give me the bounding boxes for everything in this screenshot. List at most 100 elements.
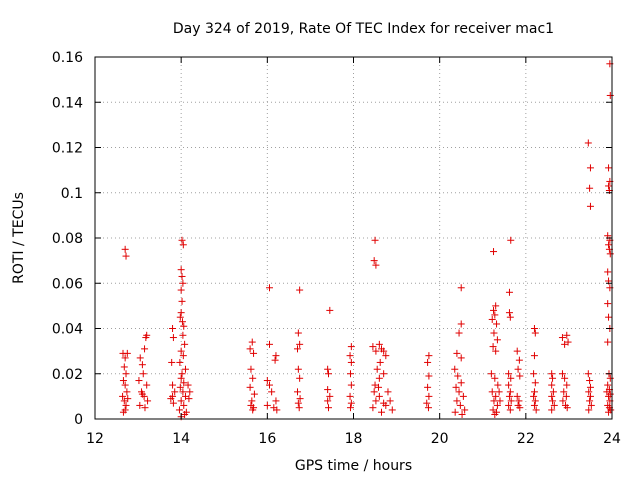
data-point: [325, 404, 333, 412]
data-point: [177, 286, 185, 294]
data-point: [136, 354, 144, 362]
chart-title: Day 324 of 2019, Rate Of TEC Index for r…: [173, 21, 554, 37]
data-point: [453, 397, 461, 405]
data-point: [265, 340, 273, 348]
data-point: [380, 370, 388, 378]
data-point: [144, 397, 152, 405]
data-point: [346, 352, 354, 360]
data-point: [177, 266, 185, 274]
data-point: [424, 404, 432, 412]
data-point: [372, 397, 380, 405]
data-point: [123, 349, 131, 357]
data-point: [513, 347, 521, 355]
data-point: [549, 388, 557, 396]
data-point: [424, 383, 432, 391]
data-point: [604, 268, 612, 276]
data-point: [248, 397, 256, 405]
data-point: [369, 404, 377, 412]
data-point: [424, 358, 432, 366]
data-point: [490, 248, 498, 256]
data-point: [586, 377, 594, 385]
data-point: [186, 388, 194, 396]
data-point: [455, 388, 463, 396]
x-tick-label: 18: [345, 431, 363, 447]
data-point: [273, 406, 281, 414]
data-point: [605, 313, 613, 321]
data-point: [513, 392, 521, 400]
data-point: [176, 358, 184, 366]
data-point: [181, 340, 189, 348]
data-point: [586, 383, 594, 391]
data-point: [516, 372, 524, 380]
data-point: [454, 372, 462, 380]
data-point: [505, 401, 513, 409]
x-tick-label: 16: [258, 431, 276, 447]
y-tick-label: 0.06: [52, 276, 83, 292]
data-point: [505, 309, 513, 317]
data-point: [604, 300, 612, 308]
data-point: [606, 250, 614, 258]
data-point: [531, 397, 539, 405]
data-point: [382, 352, 390, 360]
y-tick-label: 0.04: [52, 322, 83, 338]
data-point: [605, 164, 613, 172]
data-point: [372, 261, 380, 269]
data-point: [168, 358, 176, 366]
data-point: [515, 356, 523, 364]
data-point: [169, 381, 177, 389]
data-point: [492, 302, 500, 310]
data-point: [135, 377, 143, 385]
data-point: [558, 334, 566, 342]
data-point: [184, 381, 192, 389]
data-point: [263, 377, 271, 385]
data-point: [459, 392, 467, 400]
data-point: [138, 390, 146, 398]
data-point: [250, 390, 258, 398]
data-point: [561, 374, 569, 382]
data-point: [347, 399, 355, 407]
data-point: [490, 329, 498, 337]
data-point: [532, 406, 540, 414]
data-point: [425, 372, 433, 380]
data-point: [516, 404, 524, 412]
data-point: [457, 320, 465, 328]
data-point: [586, 184, 594, 192]
data-point: [560, 388, 568, 396]
x-tick-label: 14: [172, 431, 190, 447]
data-point: [121, 354, 129, 362]
data-point: [370, 388, 378, 396]
y-tick-label: 0.14: [52, 95, 83, 111]
data-point: [347, 358, 355, 366]
data-point: [176, 313, 184, 321]
data-point: [346, 392, 354, 400]
data-point: [492, 392, 500, 400]
data-point: [293, 345, 301, 353]
data-point: [378, 408, 386, 416]
data-point: [169, 399, 177, 407]
data-point: [514, 365, 522, 373]
data-point: [605, 392, 613, 400]
data-point: [496, 397, 504, 405]
data-point: [136, 401, 144, 409]
data-point: [507, 397, 515, 405]
data-point: [249, 374, 257, 382]
data-point: [425, 392, 433, 400]
data-point: [488, 315, 496, 323]
data-point: [371, 236, 379, 244]
data-point: [604, 338, 612, 346]
data-point: [491, 311, 499, 319]
data-point: [605, 408, 613, 416]
data-point: [176, 383, 184, 391]
data-point: [451, 365, 459, 373]
data-point: [494, 381, 502, 389]
data-point: [515, 397, 523, 405]
data-point: [586, 202, 594, 210]
data-point: [458, 410, 466, 418]
data-points: [119, 60, 615, 421]
data-point: [181, 365, 189, 373]
data-point: [384, 388, 392, 396]
data-point: [584, 370, 592, 378]
data-point: [548, 406, 556, 414]
data-point: [531, 379, 539, 387]
